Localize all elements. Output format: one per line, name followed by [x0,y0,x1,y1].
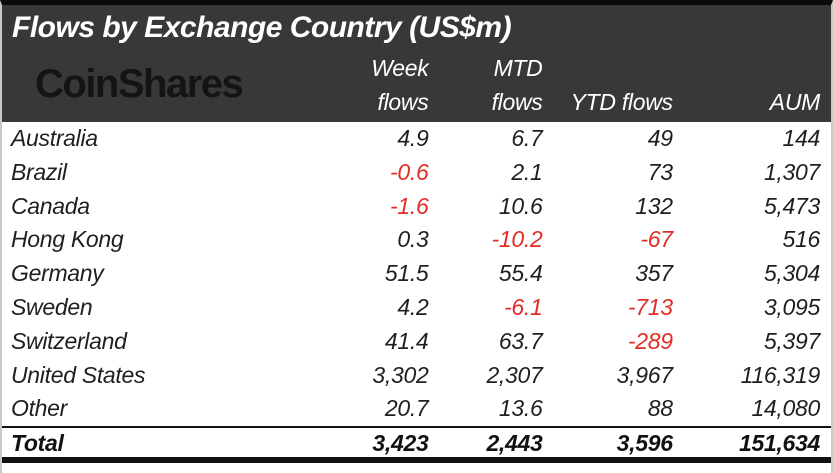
week-flows-cell: 4.9 [397,125,429,151]
aum-cell: 1,307 [763,158,820,185]
column-header-week-line1: Week [371,55,429,81]
country-cell: Brazil [11,158,67,185]
column-header-ytd-flows: YTD flows [570,89,673,115]
column-header-week-flows: Week flows [306,51,428,122]
total-week-flows-cell: 3,423 [372,430,429,457]
table-row-canada: Canada -1.6 10.6 132 5,473 [2,190,831,224]
ytd-flows-cell: 88 [647,395,673,422]
mtd-flows-cell: 6.7 [511,125,543,151]
ytd-flows-cell: 73 [647,158,673,185]
column-header-aum: AUM [769,89,821,115]
table-row-sweden: Sweden 4.2 -6.1 -713 3,095 [2,291,831,325]
week-flows-cell: 4.2 [397,293,429,320]
country-cell: Canada [11,192,90,219]
week-flows-cell: 0.3 [397,226,429,253]
mtd-flows-cell: -6.1 [504,293,543,320]
ytd-flows-cell: 49 [647,125,673,151]
country-cell: Switzerland [11,327,127,354]
column-header-mtd-flows: MTD flows [428,51,543,122]
table-row-total: Total 3,423 2,443 3,596 151,634 [2,426,831,464]
country-cell: Australia [11,125,98,151]
mtd-flows-cell: 13.6 [498,395,543,422]
week-flows-cell: 41.4 [384,327,429,354]
aum-cell: 116,319 [740,361,821,388]
mtd-flows-cell: 55.4 [498,260,543,287]
week-flows-cell: 51.5 [384,260,429,287]
ytd-flows-cell: 3,967 [616,361,673,388]
total-ytd-flows-cell: 3,596 [616,430,673,457]
aum-cell: 5,304 [763,260,820,287]
country-cell: Other [11,395,68,422]
table-title: Flows by Exchange Country (US$m) [12,11,512,44]
week-flows-cell: 3,302 [372,361,429,388]
table-row-germany: Germany 51.5 55.4 357 5,304 [2,257,831,291]
week-flows-cell: -0.6 [390,158,429,185]
ytd-flows-cell: -67 [640,226,673,253]
table-header: Flows by Exchange Country (US$m) CoinSha… [2,5,831,122]
aum-cell: 5,397 [763,327,820,354]
country-cell: Sweden [11,293,93,320]
mtd-flows-cell: -10.2 [491,226,543,253]
aum-cell: 3,095 [763,293,820,320]
country-cell: Germany [11,260,104,287]
ytd-flows-cell: 357 [635,260,673,287]
total-mtd-flows-cell: 2,443 [486,430,543,457]
column-header-mtd-line1: MTD [493,55,543,81]
table-row-brazil: Brazil -0.6 2.1 73 1,307 [2,156,831,190]
coinshares-logo: CoinShares [35,62,244,106]
total-aum-cell: 151,634 [738,430,820,457]
mtd-flows-cell: 2.1 [511,158,543,185]
column-header-week-line2: flows [377,89,429,115]
table-body: Australia 4.9 6.7 49 144 Brazil -0.6 2.1… [2,122,831,464]
mtd-flows-cell: 2,307 [486,361,543,388]
ytd-flows-cell: -713 [627,293,673,320]
ytd-flows-cell: 132 [635,192,673,219]
column-header-row: CoinShares Week flows MTD flows YTD flow… [2,47,831,122]
mtd-flows-cell: 63.7 [498,327,543,354]
table-row-other: Other 20.7 13.6 88 14,080 [2,392,831,426]
table-row-switzerland: Switzerland 41.4 63.7 -289 5,397 [2,325,831,359]
table-row-hong-kong: Hong Kong 0.3 -10.2 -67 516 [2,223,831,257]
week-flows-cell: -1.6 [390,192,429,219]
table-row-australia: Australia 4.9 6.7 49 144 [2,122,831,156]
table-row-united-states: United States 3,302 2,307 3,967 116,319 [2,359,831,393]
aum-cell: 14,080 [751,395,820,422]
week-flows-cell: 20.7 [384,395,429,422]
column-header-mtd-line2: flows [491,89,543,115]
mtd-flows-cell: 10.6 [498,192,543,219]
aum-cell: 144 [782,125,821,151]
ytd-flows-cell: -289 [627,327,673,354]
total-label-cell: Total [11,430,64,457]
country-cell: United States [11,361,146,388]
aum-cell: 5,473 [763,192,820,219]
country-cell: Hong Kong [11,226,124,253]
aum-cell: 516 [782,226,821,253]
